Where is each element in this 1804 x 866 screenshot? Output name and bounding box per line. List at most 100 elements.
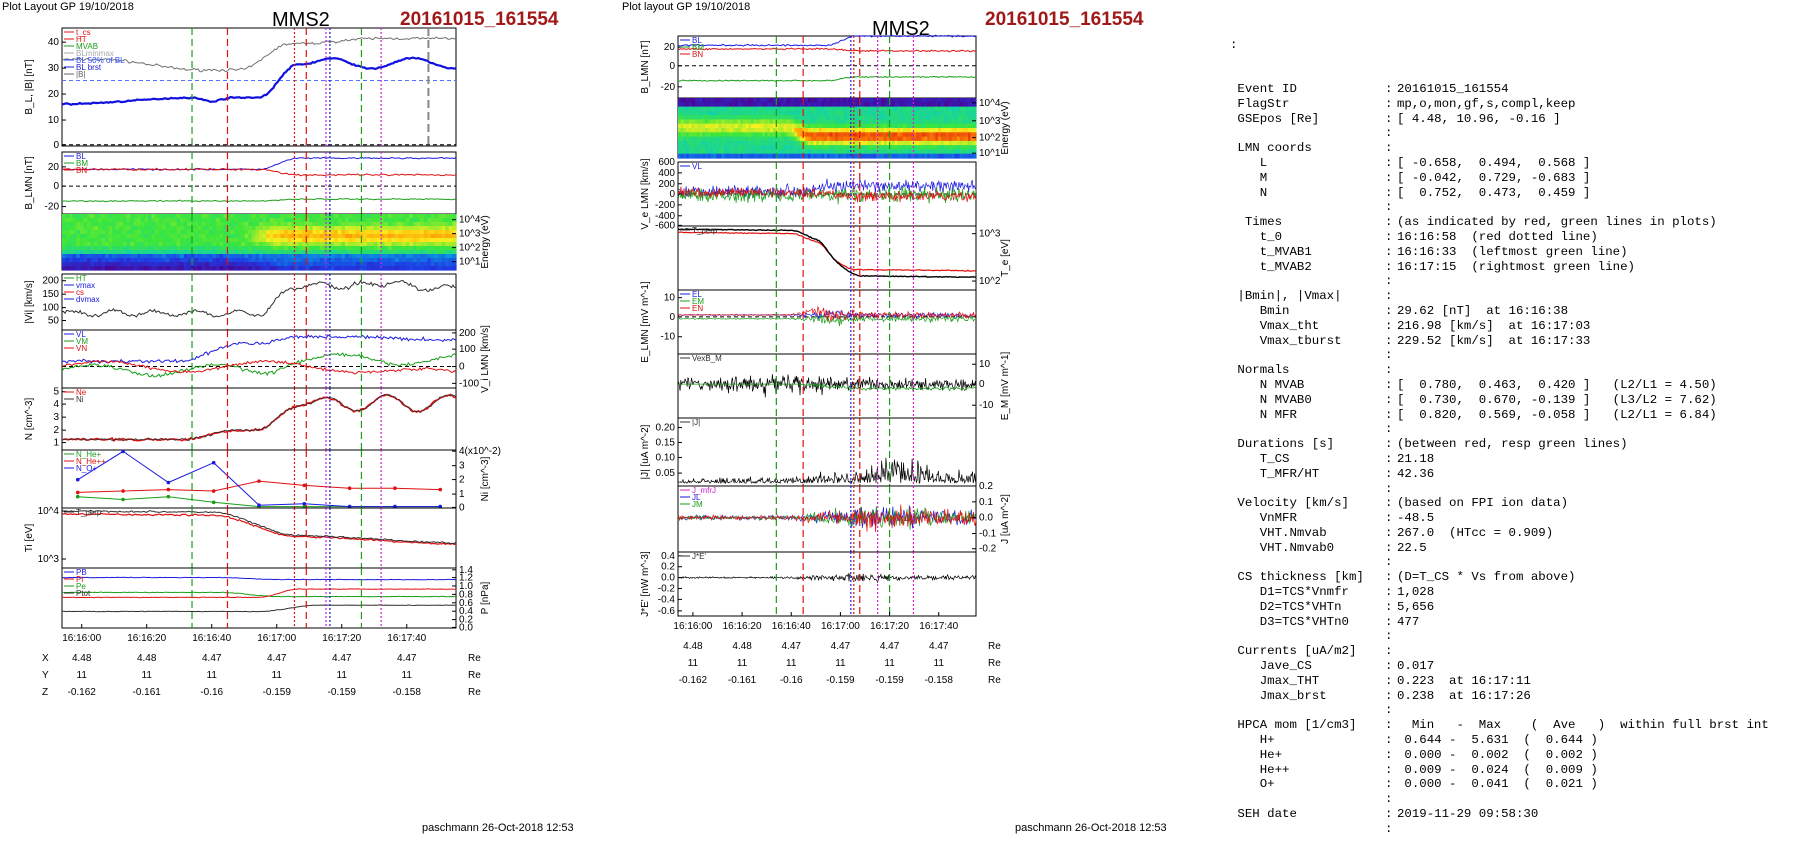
spectrogram-cell [355, 214, 360, 219]
spectrogram-cell [373, 218, 378, 223]
spectrogram-cell [772, 123, 777, 129]
spectrogram-cell [748, 149, 752, 155]
spectrogram-cell [438, 214, 443, 219]
spectrogram-cell [137, 218, 142, 223]
spectrogram-cell [126, 222, 131, 227]
spectrogram-cell [345, 234, 350, 239]
spectrogram-cell [927, 128, 931, 133]
spectrogram-cell [402, 218, 407, 223]
spectrogram-cell [924, 145, 928, 150]
spectrogram-cell [699, 132, 703, 138]
spectrogram-cell [786, 145, 790, 150]
spectrogram-cell [824, 145, 828, 150]
spectrogram-cell [873, 115, 877, 120]
spectrogram-cell [932, 145, 936, 150]
spectrogram-cell [959, 153, 963, 159]
info-row: SEH date:2019-11-29 09:58:30 [1230, 807, 1800, 822]
spectrogram-cell [162, 266, 167, 271]
spectrogram-cell [219, 266, 224, 271]
spectrogram-cell [818, 102, 823, 108]
spectrogram-cell [883, 136, 888, 142]
spectrogram-cell [130, 266, 135, 271]
tick-label: 400 [658, 168, 675, 179]
spectrogram-cell [932, 106, 936, 112]
tick-label: 200 [658, 179, 675, 190]
spectrogram-cell [732, 98, 736, 103]
spectrogram-cell [875, 98, 880, 103]
spectrogram-cell [954, 110, 958, 116]
legend-entry: VexB_M [692, 354, 722, 363]
spectrogram-cell [280, 254, 285, 259]
spectrogram-cell [905, 110, 909, 116]
info-row: : [1230, 792, 1800, 807]
spectrogram-cell [743, 102, 747, 108]
spectrogram-cell [233, 254, 239, 259]
spectrogram-cell [878, 102, 882, 108]
spectrogram-cell [97, 218, 102, 223]
spectrogram-cell [713, 153, 717, 159]
spectrogram-cell [938, 115, 942, 120]
spectrogram-cell [105, 250, 110, 255]
spectrogram-cell [935, 153, 939, 159]
spectrogram-cell [957, 132, 961, 138]
spectrogram-cell [775, 132, 779, 138]
spectrogram-cell [748, 106, 752, 112]
spectrogram-cell [133, 262, 138, 267]
spectrogram-cell [255, 246, 260, 251]
pos-value: 11 [884, 658, 895, 669]
pos-value: 4.47 [202, 653, 222, 664]
y-axis-label: Energy (eV) [480, 215, 491, 268]
spectrogram-cell [921, 128, 926, 133]
pos-value: -0.162 [68, 687, 97, 698]
spectrogram-cell [97, 238, 102, 243]
legend-entry: BN [692, 50, 703, 59]
spectrogram-cell [734, 140, 739, 146]
spectrogram-cell [148, 266, 153, 271]
spectrogram-cell [900, 132, 904, 138]
spectrogram-cell [241, 262, 246, 267]
spectrogram-cell [789, 119, 793, 125]
spectrogram-cell [848, 153, 852, 159]
spectrogram-cell [384, 238, 389, 243]
spectrogram-cell [938, 102, 942, 108]
legend-entry: BL 50% of BL [76, 56, 125, 65]
spectrogram-cell [169, 234, 174, 239]
spectrogram-cell [101, 254, 106, 259]
spectrogram-cell [894, 115, 898, 120]
spectrogram-cell [65, 222, 70, 227]
spectrogram-cell [266, 254, 271, 259]
spectrogram-cell [373, 254, 378, 259]
spectrogram-cell [697, 110, 701, 116]
spectrogram-cell [718, 110, 722, 116]
spectrogram-cell [973, 128, 977, 133]
spectrogram-cell [162, 262, 167, 267]
spectrogram-cell [183, 254, 188, 259]
tick-label: 2 [459, 475, 465, 486]
spectrogram-cell [355, 250, 360, 255]
info-row: N MFR:[ 0.820, 0.569, -0.058 ] (L2/L1 = … [1230, 408, 1800, 423]
spectrogram-cell [251, 250, 256, 255]
spectrogram-cell [745, 132, 749, 138]
spectrogram-cell [943, 132, 947, 138]
spectrogram-cell [287, 242, 292, 247]
spectrogram-cell [216, 242, 221, 247]
spectrogram-cell [843, 98, 847, 103]
spectrogram-cell [970, 153, 974, 159]
spectrogram-cell [420, 230, 425, 235]
spectrogram-cell [680, 123, 684, 129]
spectrogram-cell [875, 119, 880, 125]
spectrogram-cell [864, 140, 869, 146]
spectrogram-cell [122, 242, 128, 247]
spectrogram-cell [438, 230, 443, 235]
spectrogram-cell [954, 145, 958, 150]
spectrogram-cell [713, 106, 717, 112]
spectrogram-cell [951, 123, 955, 129]
spectrogram-cell [786, 128, 790, 133]
spectrogram-cell [151, 230, 156, 235]
spectrogram-cell [686, 123, 690, 129]
spectrogram-cell [348, 246, 353, 251]
spectrogram-cell [813, 123, 817, 129]
spectrogram-cell [911, 102, 915, 108]
info-row: D1=TCS*Vnmfr:1,028 [1230, 585, 1800, 600]
spectrogram-cell [743, 98, 747, 103]
